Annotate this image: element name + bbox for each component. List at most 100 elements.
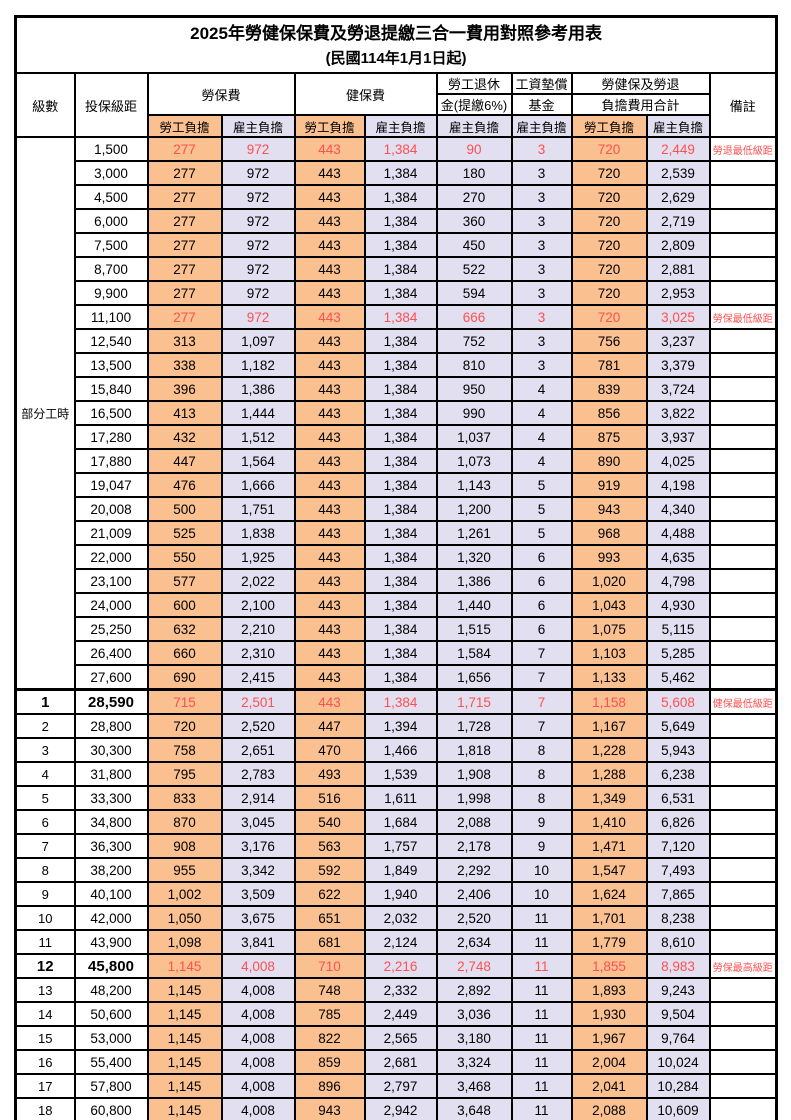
- value-cell: 1,384: [363, 472, 438, 498]
- value-cell: 10,609: [645, 1097, 711, 1120]
- value-cell: 810: [435, 352, 513, 378]
- table-row: 10 42,000 1,050 3,675 651 2,032 2,520 11 1,701 8,…: [14, 905, 778, 931]
- value-cell: 1,145: [146, 1073, 223, 1099]
- bracket-cell: 26,400: [73, 640, 149, 666]
- table-row: 12,540 313 1,097 443 1,384 752 3 756 3,237: [16, 328, 778, 354]
- col-header-wage-fund-line2: 基金: [510, 93, 573, 116]
- value-cell: 443: [293, 352, 366, 378]
- bracket-cell: 30,300: [73, 737, 149, 763]
- table-row: 3,000 277 972 443 1,384 180 3 720 2,539: [16, 160, 778, 186]
- bracket-cell: 12,540: [73, 328, 149, 354]
- value-cell: 3,937: [645, 424, 711, 450]
- value-cell: 748: [293, 977, 366, 1003]
- value-cell: 1,384: [363, 352, 438, 378]
- bracket-cell: 36,300: [73, 833, 149, 859]
- remark-cell: [708, 280, 778, 306]
- value-cell: 7,493: [645, 857, 711, 883]
- value-cell: 1,584: [435, 640, 513, 666]
- remark-cell: 勞退最低級距: [708, 136, 778, 162]
- bracket-cell: 1,500: [73, 136, 149, 162]
- value-cell: 1,075: [570, 616, 648, 642]
- bracket-cell: 42,000: [73, 905, 149, 931]
- value-cell: 443: [293, 544, 366, 570]
- value-cell: 443: [293, 184, 366, 210]
- level-cell: 16: [14, 1049, 76, 1075]
- value-cell: 443: [293, 592, 366, 618]
- col-header-total-line2: 負擔費用合計: [570, 93, 711, 116]
- value-cell: 1,444: [220, 400, 296, 426]
- value-cell: 3,025: [645, 304, 711, 330]
- value-cell: 1,471: [570, 833, 648, 859]
- level-cell: 2: [14, 713, 76, 739]
- bracket-cell: 17,280: [73, 424, 149, 450]
- value-cell: 3,379: [645, 352, 711, 378]
- value-cell: 9: [510, 833, 573, 859]
- value-cell: 1,145: [146, 1001, 223, 1027]
- remark-cell: [708, 977, 778, 1003]
- value-cell: 3,509: [220, 881, 296, 907]
- value-cell: 2,332: [363, 977, 438, 1003]
- value-cell: 752: [435, 328, 513, 354]
- value-cell: 2,449: [645, 136, 711, 162]
- value-cell: 277: [146, 280, 223, 306]
- value-cell: 3,724: [645, 376, 711, 402]
- bracket-cell: 57,800: [73, 1073, 149, 1099]
- remark-cell: [708, 1073, 778, 1099]
- value-cell: 338: [146, 352, 223, 378]
- value-cell: 4,635: [645, 544, 711, 570]
- value-cell: 651: [293, 905, 366, 931]
- bracket-cell: 16,500: [73, 400, 149, 426]
- col-header-pension-line2: 金(提繳6%): [435, 93, 513, 116]
- sub-header-row: 勞工負擔 雇主負擔 勞工負擔 雇主負擔 雇主負擔 雇主負擔 勞工負擔 雇主負擔: [16, 114, 777, 138]
- value-cell: 1,158: [570, 688, 648, 715]
- value-cell: 270: [435, 184, 513, 210]
- value-cell: 1,167: [570, 713, 648, 739]
- value-cell: 11: [510, 1001, 573, 1027]
- value-cell: 2,892: [435, 977, 513, 1003]
- value-cell: 4,488: [645, 520, 711, 546]
- value-cell: 1,908: [435, 761, 513, 787]
- value-cell: 972: [220, 208, 296, 234]
- value-cell: 11: [510, 1049, 573, 1075]
- remark-cell: [708, 520, 778, 546]
- value-cell: 4,008: [220, 1073, 296, 1099]
- value-cell: 2,520: [435, 905, 513, 931]
- value-cell: 3,180: [435, 1025, 513, 1051]
- value-cell: 2,022: [220, 568, 296, 594]
- value-cell: 2,088: [570, 1097, 648, 1120]
- value-cell: 5,608: [645, 688, 711, 715]
- value-cell: 1,998: [435, 785, 513, 811]
- col-header-bracket: 投保級距: [73, 72, 149, 138]
- table-row: 6,000 277 972 443 1,384 360 3 720 2,719: [16, 208, 778, 234]
- part-time-merged-cell: 部分工時: [14, 136, 76, 691]
- value-cell: 4,008: [220, 953, 296, 979]
- value-cell: 720: [146, 713, 223, 739]
- col-header-remark: 備註: [708, 72, 778, 138]
- value-cell: 277: [146, 136, 223, 162]
- value-cell: 6: [510, 568, 573, 594]
- value-cell: 3,648: [435, 1097, 513, 1120]
- value-cell: 1,103: [570, 640, 648, 666]
- level-cell: 11: [14, 929, 76, 955]
- value-cell: 1,133: [570, 664, 648, 691]
- value-cell: 990: [435, 400, 513, 426]
- value-cell: 2,651: [220, 737, 296, 763]
- value-cell: 839: [570, 376, 648, 402]
- value-cell: 972: [220, 304, 296, 330]
- table-row: 25,250 632 2,210 443 1,384 1,515 6 1,075 5,115: [16, 616, 778, 642]
- remark-cell: [708, 328, 778, 354]
- remark-cell: [708, 640, 778, 666]
- value-cell: 3,841: [220, 929, 296, 955]
- value-cell: 1,384: [363, 136, 438, 162]
- col-header-pension-line1: 勞工退休: [435, 72, 513, 95]
- value-cell: 943: [570, 496, 648, 522]
- table-row: 部分工時 1,500 277 972 443 1,384 90 3 720 2,449 勞退最低級距: [14, 136, 778, 691]
- remark-cell: [708, 160, 778, 186]
- value-cell: 1,386: [435, 568, 513, 594]
- value-cell: 5,285: [645, 640, 711, 666]
- value-cell: 10: [510, 857, 573, 883]
- value-cell: 715: [146, 688, 223, 715]
- value-cell: 1,893: [570, 977, 648, 1003]
- value-cell: 277: [146, 184, 223, 210]
- value-cell: 4,008: [220, 977, 296, 1003]
